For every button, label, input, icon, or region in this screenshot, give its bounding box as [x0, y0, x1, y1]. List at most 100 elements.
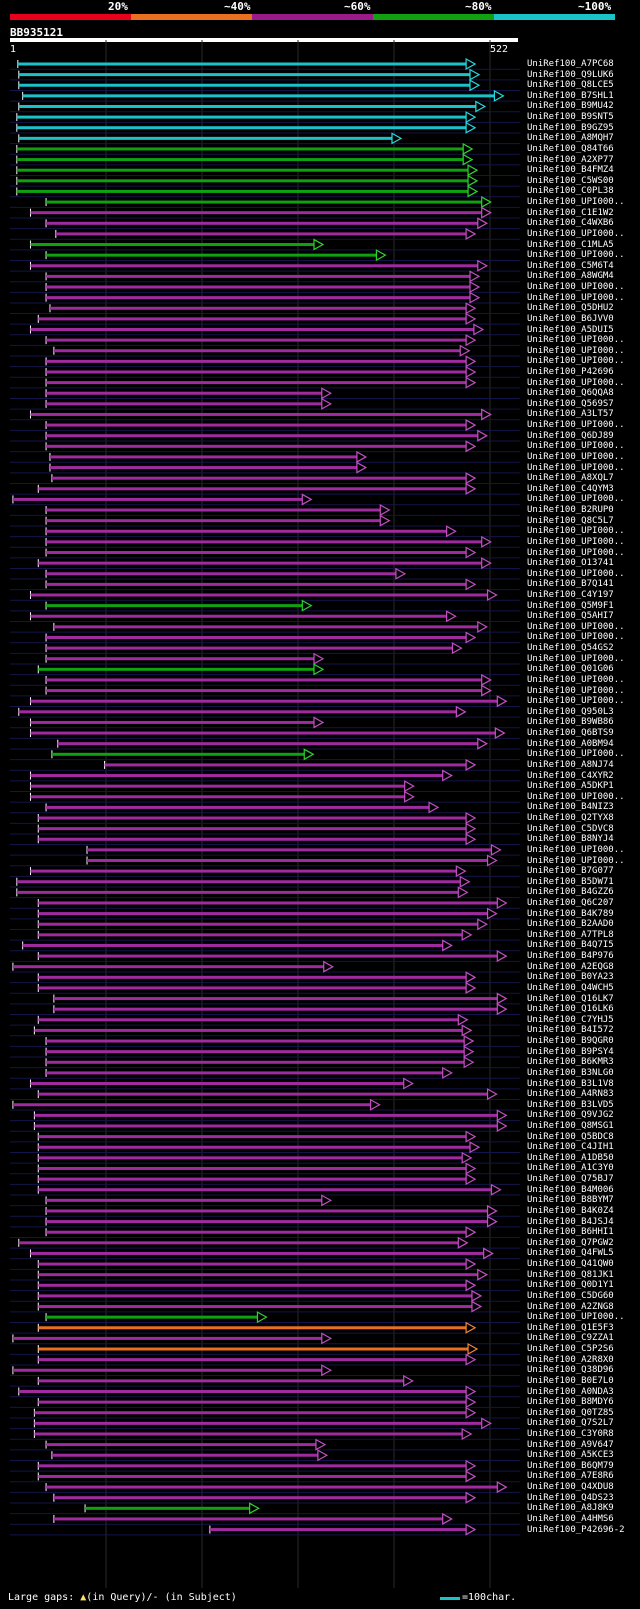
hit-label[interactable]: UniRef100_A9V647	[527, 1439, 614, 1450]
hit-label[interactable]: UniRef100_UPI000..	[527, 420, 625, 431]
hit-label[interactable]: UniRef100_B0YA23	[527, 972, 614, 983]
hit-label[interactable]: UniRef100_C9ZZA1	[527, 1333, 614, 1344]
hit-label[interactable]: UniRef100_UPI000..	[527, 282, 625, 293]
hit-label[interactable]: UniRef100_Q6QQA8	[527, 388, 614, 399]
hit-label[interactable]: UniRef100_C4JIH1	[527, 1142, 614, 1153]
hit-label[interactable]: UniRef100_Q5BDC8	[527, 1131, 614, 1142]
hit-label[interactable]: UniRef100_B5DW71	[527, 876, 614, 887]
hit-label[interactable]: UniRef100_Q38D96	[527, 1365, 614, 1376]
hit-label[interactable]: UniRef100_C5DG60	[527, 1290, 614, 1301]
hit-label[interactable]: UniRef100_UPI000..	[527, 345, 625, 356]
hit-label[interactable]: UniRef100_A4RN83	[527, 1089, 614, 1100]
hit-label[interactable]: UniRef100_A7E8R6	[527, 1471, 614, 1482]
hit-label[interactable]: UniRef100_A7TPL8	[527, 929, 614, 940]
hit-label[interactable]: UniRef100_A7PC68	[527, 59, 614, 69]
hit-label[interactable]: UniRef100_UPI000..	[527, 228, 625, 239]
hit-label[interactable]: UniRef100_UPI000..	[527, 685, 625, 696]
hit-label[interactable]: UniRef100_B4NIZ3	[527, 802, 614, 813]
hit-label[interactable]: UniRef100_C5DVC8	[527, 823, 614, 834]
hit-label[interactable]: UniRef100_B9PSY4	[527, 1046, 614, 1057]
hit-label[interactable]: UniRef100_B6HHI1	[527, 1227, 614, 1238]
hit-label[interactable]: UniRef100_B9GZ95	[527, 122, 614, 133]
hit-label[interactable]: UniRef100_UPI000..	[527, 547, 625, 558]
hit-label[interactable]: UniRef100_Q9LUK6	[527, 69, 614, 80]
hit-label[interactable]: UniRef100_B9QGR0	[527, 1036, 614, 1047]
hit-label[interactable]: UniRef100_Q950L3	[527, 706, 614, 717]
hit-label[interactable]: UniRef100_Q5DHU2	[527, 303, 614, 314]
hit-label[interactable]: UniRef100_Q6BTS9	[527, 728, 614, 739]
hit-label[interactable]: UniRef100_Q8MSG1	[527, 1121, 614, 1131]
hit-label[interactable]: UniRef100_B6QM79	[527, 1460, 614, 1471]
hit-label[interactable]: UniRef100_C4QYM3	[527, 483, 614, 494]
hit-label[interactable]: UniRef100_Q75BJ7	[527, 1174, 614, 1185]
hit-label[interactable]: UniRef100_B4K789	[527, 908, 614, 919]
hit-label[interactable]: UniRef100_Q9VJG2	[527, 1110, 614, 1121]
hit-label[interactable]: UniRef100_B9SNT5	[527, 112, 614, 123]
hit-label[interactable]: UniRef100_Q0TZ85	[527, 1407, 614, 1418]
hit-label[interactable]: UniRef100_UPI000..	[527, 1312, 625, 1323]
hit-label[interactable]: UniRef100_C4Y197	[527, 590, 614, 600]
hit-label[interactable]: UniRef100_A2XP77	[527, 154, 614, 165]
hit-label[interactable]: UniRef100_UPI000..	[527, 696, 625, 707]
hit-label[interactable]: UniRef100_B4P976	[527, 951, 614, 962]
hit-label[interactable]: UniRef100_B0E7L0	[527, 1375, 614, 1386]
hit-label[interactable]: UniRef100_A8J8K9	[527, 1503, 614, 1514]
hit-label[interactable]: UniRef100_C0PL38	[527, 186, 614, 197]
hit-label[interactable]: UniRef100_UPI000..	[527, 749, 625, 760]
hit-label[interactable]: UniRef100_UPI000..	[527, 292, 625, 303]
hit-label[interactable]: UniRef100_UPI000..	[527, 621, 625, 632]
hit-label[interactable]: UniRef100_A2R8X0	[527, 1354, 614, 1365]
hit-label[interactable]: UniRef100_Q8C5L7	[527, 515, 614, 526]
hit-label[interactable]: UniRef100_Q8LCE5	[527, 80, 614, 91]
hit-label[interactable]: UniRef100_A5KCE3	[527, 1450, 614, 1461]
hit-label[interactable]: UniRef100_A0NDA3	[527, 1386, 614, 1397]
hit-label[interactable]: UniRef100_UPI000..	[527, 791, 625, 802]
hit-label[interactable]: UniRef100_UPI000..	[527, 377, 625, 388]
hit-label[interactable]: UniRef100_Q4WCH5	[527, 982, 614, 993]
hit-label[interactable]: UniRef100_B3LVD5	[527, 1099, 614, 1110]
hit-label[interactable]: UniRef100_UPI000..	[527, 568, 625, 579]
hit-label[interactable]: UniRef100_B7SHL1	[527, 90, 614, 101]
hit-label[interactable]: UniRef100_B8BYM7	[527, 1195, 614, 1206]
hit-label[interactable]: UniRef100_B4I572	[527, 1025, 614, 1036]
hit-label[interactable]: UniRef100_Q0D1Y1	[527, 1280, 614, 1291]
hit-label[interactable]: UniRef100_UPI000..	[527, 536, 625, 547]
hit-label[interactable]: UniRef100_A8WGM4	[527, 271, 614, 282]
hit-label[interactable]: UniRef100_Q84T66	[527, 143, 614, 154]
hit-label[interactable]: UniRef100_P42696	[527, 366, 614, 377]
hit-label[interactable]: UniRef100_UPI000..	[527, 356, 625, 367]
hit-label[interactable]: UniRef100_Q16LK6	[527, 1004, 614, 1015]
hit-label[interactable]: UniRef100_C5P2S6	[527, 1344, 614, 1355]
hit-label[interactable]: UniRef100_Q5M9F1	[527, 600, 614, 611]
hit-label[interactable]: UniRef100_O13741	[527, 558, 614, 569]
hit-label[interactable]: UniRef100_A2EQG8	[527, 961, 614, 972]
hit-label[interactable]: UniRef100_UPI000..	[527, 494, 625, 505]
hit-label[interactable]: UniRef100_A8MQH7	[527, 133, 614, 144]
hit-label[interactable]: UniRef100_UPI000..	[527, 844, 625, 855]
hit-label[interactable]: UniRef100_B2RUP0	[527, 505, 614, 516]
hit-label[interactable]: UniRef100_C5M6T4	[527, 260, 614, 271]
hit-label[interactable]: UniRef100_UPI000..	[527, 526, 625, 537]
hit-label[interactable]: UniRef100_C5WS00	[527, 175, 614, 186]
hit-label[interactable]: UniRef100_A5DUI5	[527, 324, 614, 335]
hit-label[interactable]: UniRef100_B3L1V8	[527, 1078, 614, 1089]
hit-label[interactable]: UniRef100_Q81JK1	[527, 1269, 614, 1280]
hit-label[interactable]: UniRef100_C1E1W2	[527, 207, 614, 218]
hit-label[interactable]: UniRef100_B7G077	[527, 866, 614, 877]
hit-label[interactable]: UniRef100_B8NYJ4	[527, 834, 614, 845]
hit-label[interactable]: UniRef100_Q41QW0	[527, 1259, 614, 1270]
hit-label[interactable]: UniRef100_UPI000..	[527, 197, 625, 208]
hit-label[interactable]: UniRef100_Q4DS23	[527, 1492, 614, 1503]
hit-label[interactable]: UniRef100_B2AAD0	[527, 919, 614, 930]
hit-label[interactable]: UniRef100_Q6C207	[527, 897, 614, 908]
hit-label[interactable]: UniRef100_A8XQL7	[527, 473, 614, 484]
hit-label[interactable]: UniRef100_UPI000..	[527, 632, 625, 643]
hit-label[interactable]: UniRef100_C1MLA5	[527, 239, 614, 250]
hit-label[interactable]: UniRef100_Q6DJ89	[527, 430, 614, 441]
hit-label[interactable]: UniRef100_UPI000..	[527, 653, 625, 664]
hit-label[interactable]: UniRef100_Q4FWL5	[527, 1248, 614, 1259]
hit-label[interactable]: UniRef100_Q16LK7	[527, 993, 614, 1004]
hit-label[interactable]: UniRef100_C4XYR2	[527, 770, 614, 781]
hit-label[interactable]: UniRef100_C7YHJ5	[527, 1014, 614, 1025]
hit-label[interactable]: UniRef100_Q569S7	[527, 398, 614, 409]
